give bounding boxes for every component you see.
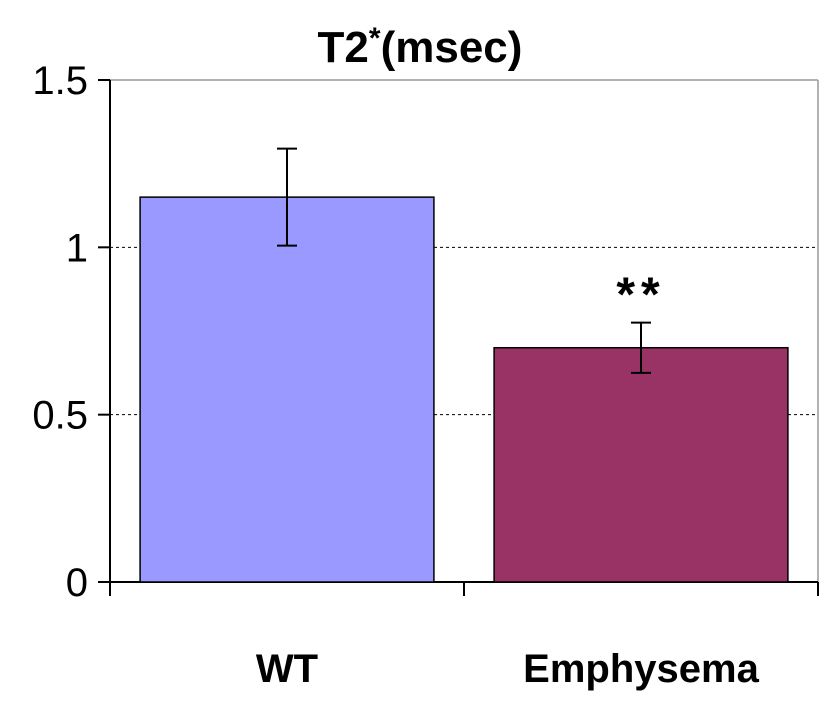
category-label: Emphysema — [523, 647, 759, 691]
y-tick-label: 0.5 — [32, 394, 88, 438]
plot-area: 0 0.5 1 1.5 WT Emphysema ** — [32, 59, 819, 691]
category-label: WT — [256, 647, 318, 691]
y-tick-label: 0 — [66, 561, 88, 605]
bar-wt — [139, 196, 435, 583]
significance-marker: ** — [616, 269, 665, 322]
chart-title-superscript: * — [369, 22, 381, 55]
chart-title: T2*(msec) — [318, 22, 523, 72]
chart-title-unit: (msec) — [381, 23, 523, 72]
y-tick-label: 1.5 — [32, 59, 88, 103]
y-tick-label: 1 — [66, 226, 88, 270]
bar-emphysema — [493, 346, 789, 583]
chart-title-main: T2 — [318, 23, 369, 72]
